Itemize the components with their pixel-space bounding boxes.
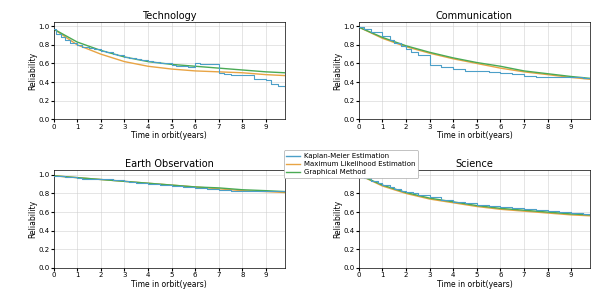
- Title: Earth Observation: Earth Observation: [125, 160, 214, 169]
- X-axis label: Time in orbit(years): Time in orbit(years): [131, 280, 207, 289]
- Title: Science: Science: [455, 160, 493, 169]
- Y-axis label: Reliability: Reliability: [333, 51, 342, 90]
- Title: Communication: Communication: [436, 11, 513, 21]
- X-axis label: Time in orbit(years): Time in orbit(years): [436, 280, 513, 289]
- Y-axis label: Reliability: Reliability: [28, 51, 37, 90]
- X-axis label: Time in orbit(years): Time in orbit(years): [131, 131, 207, 140]
- X-axis label: Time in orbit(years): Time in orbit(years): [436, 131, 513, 140]
- Legend: Kaplan-Meier Estimation, Maximum Likelihood Estimation, Graphical Method: Kaplan-Meier Estimation, Maximum Likelih…: [284, 150, 418, 178]
- Y-axis label: Reliability: Reliability: [333, 200, 342, 238]
- Y-axis label: Reliability: Reliability: [28, 200, 37, 238]
- Title: Technology: Technology: [142, 11, 197, 21]
